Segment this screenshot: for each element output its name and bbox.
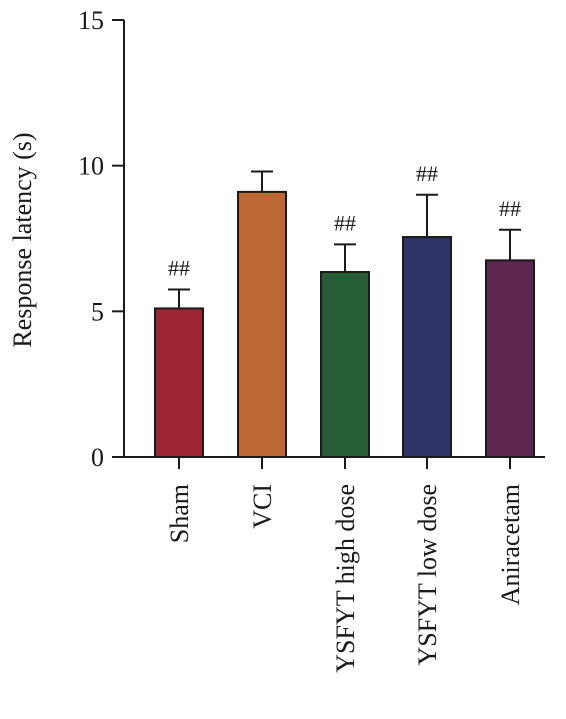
- x-category-label: YSFYT low dose: [413, 484, 442, 666]
- axes: 0 5 10 15 Sham VCI YSFYT high dose YSFYT low do…: [78, 6, 545, 673]
- bar-aniracetam: [485, 259, 535, 458]
- significance-marker: ##: [168, 255, 190, 280]
- significance-marker: ##: [416, 161, 438, 186]
- y-tick-label: 0: [91, 443, 104, 472]
- x-category-label: Aniracetam: [496, 484, 525, 605]
- bar-ysfyt-high-dose: [320, 271, 370, 458]
- bar-ysfyt-low-dose: [402, 236, 452, 458]
- y-axis-title: Response latency (s): [8, 132, 37, 347]
- significance-marker: ##: [334, 210, 356, 235]
- y-tick-label: 15: [78, 6, 104, 35]
- x-category-label: YSFYT high dose: [331, 484, 360, 673]
- x-category-label: Sham: [165, 484, 194, 543]
- x-category-label: VCI: [248, 484, 277, 529]
- bar-vci: [237, 190, 287, 459]
- significance-marker: ##: [499, 196, 521, 221]
- bar-sham: [154, 307, 204, 459]
- y-tick-label: 10: [78, 152, 104, 181]
- bars: ## ## ## ##: [154, 161, 535, 459]
- y-tick-label: 5: [91, 297, 104, 326]
